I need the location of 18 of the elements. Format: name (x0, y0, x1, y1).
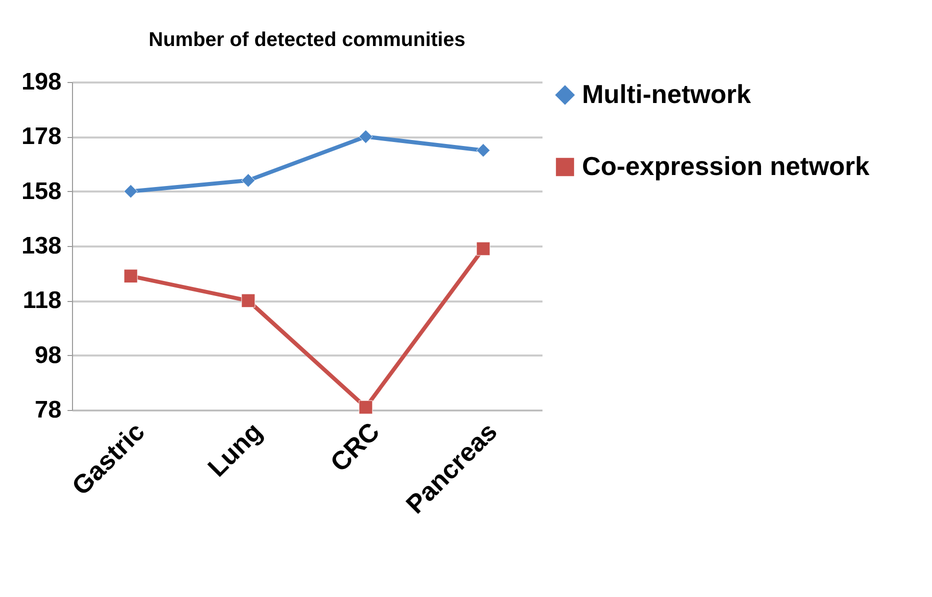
point (241, 173, 256, 188)
chart-title: Number of detected communities (148, 29, 466, 51)
y-tick-label: 198 (21, 68, 62, 96)
point (358, 400, 373, 414)
y-tick-label: 98 (34, 342, 62, 369)
point (124, 184, 138, 198)
point (476, 143, 490, 158)
point (241, 294, 256, 308)
y-tick-label: 158 (21, 178, 62, 205)
point (124, 269, 138, 284)
legend-label: Co-expression network (582, 151, 870, 181)
y-tick-label: 78 (34, 396, 62, 424)
y-tick-label: 118 (22, 287, 62, 314)
y-tick-label: 178 (21, 123, 62, 150)
point (476, 242, 490, 256)
legend-label: Multi-network (582, 79, 752, 109)
y-tick-label: 138 (21, 232, 62, 260)
point (358, 130, 373, 144)
